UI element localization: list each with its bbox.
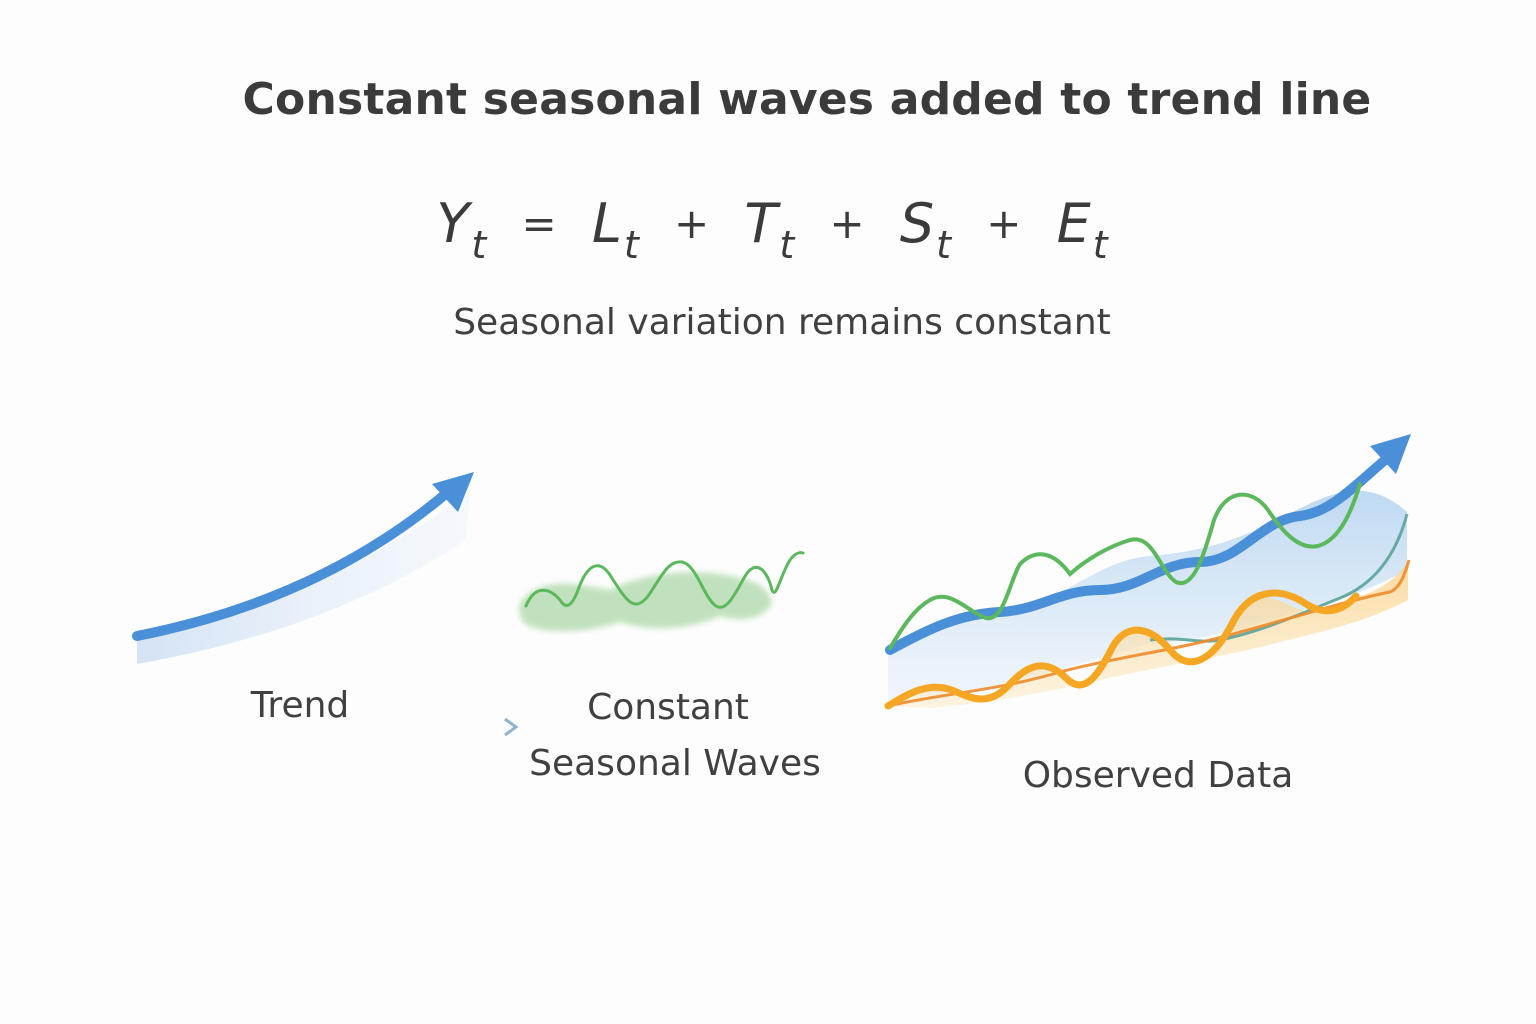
eq-e: E [1056,192,1091,255]
seasonal-label: Constant Seasonal Waves [520,680,830,792]
eq-s: S [899,192,935,255]
observed-label: Observed Data [1022,755,1294,796]
trend-panel [132,472,474,664]
observed-orange-thin-line [887,559,1411,708]
seasonal-label-line1: Constant [587,687,749,728]
eq-e-sub: t [1092,223,1108,267]
observed-trend-arrowhead [1370,434,1411,474]
observed-orange-wave-line [884,589,1360,710]
observed-panel [835,434,1411,726]
trend-shading [137,492,470,664]
seasonal-wave-line [524,551,805,609]
observed-seasonal-line [888,482,1362,650]
seasonal-label-line2: Seasonal Waves [529,743,821,784]
eq-l-sub: t [623,223,639,267]
eq-plus-3: + [986,199,1022,248]
eq-y-sub: t [471,223,487,267]
decomposition-equation: Yt = Lt + Tt + St + Et [0,192,1536,267]
eq-s-sub: t [936,223,952,267]
observed-band-shading [888,490,1407,700]
trend-line [132,487,453,641]
eq-l: L [591,192,622,255]
eq-t-sub: t [779,223,795,267]
eq-equals: = [521,199,557,248]
eq-t: T [744,192,778,255]
seasonal-shading [519,572,772,632]
connector-arrow-1 [452,717,519,737]
eq-plus-1: + [674,199,710,248]
diagram-subtitle: Seasonal variation remains constant [453,302,1111,343]
trend-label: Trend [250,685,350,726]
eq-plus-2: + [829,199,865,248]
seasonal-panel [519,551,805,632]
diagram-title: Constant seasonal waves added to trend l… [242,74,1372,125]
eq-y: Y [436,192,470,255]
observed-trend-line [885,455,1390,655]
trend-arrowhead [432,472,474,512]
